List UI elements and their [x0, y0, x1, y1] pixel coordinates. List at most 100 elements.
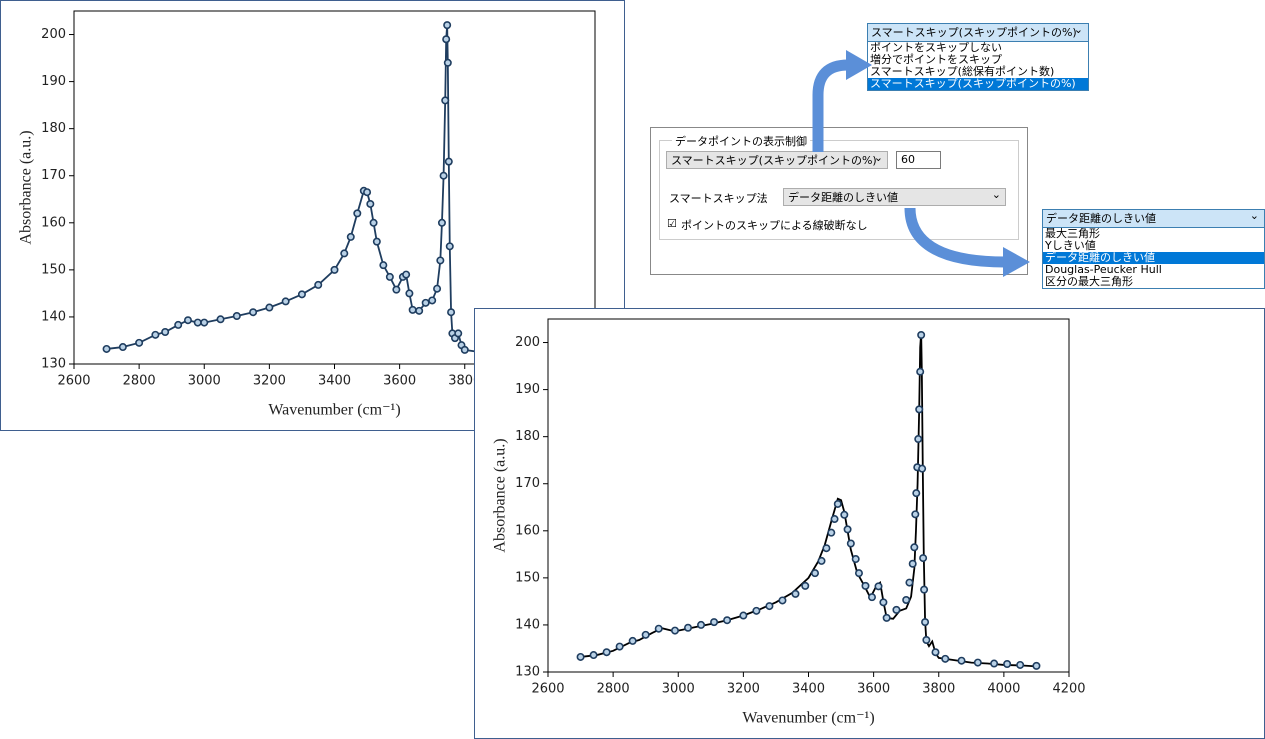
data-point	[1003, 659, 1012, 668]
data-point	[957, 656, 966, 665]
data-point	[854, 569, 863, 578]
data-point	[439, 171, 448, 180]
plot-frame	[547, 318, 1070, 673]
data-point	[973, 658, 982, 667]
data-point	[415, 306, 424, 315]
data-point	[840, 510, 849, 519]
data-point	[861, 581, 870, 590]
x-tick-label: 3600	[857, 682, 890, 697]
data-point	[765, 602, 774, 611]
data-point	[385, 272, 394, 281]
data-point	[454, 329, 463, 338]
data-point	[314, 280, 323, 289]
data-point	[830, 515, 839, 524]
dropdown-header[interactable]: データ距離のしきい値	[1042, 207, 1265, 228]
data-point	[628, 636, 637, 645]
data-point	[739, 611, 748, 620]
dialog: データポイントの表示制御 スマートスキップ(スキップポイントの%) 60 スマー…	[650, 127, 1028, 275]
y-tick-label: 160	[515, 523, 540, 538]
data-point	[874, 582, 883, 591]
data-point	[915, 405, 924, 414]
data-point	[710, 618, 719, 627]
y-tick-label: 160	[41, 215, 66, 230]
graph-window: 130 140 150 160 170 180 190 200 2600 2800 3000 3200…	[0, 0, 625, 431]
method-label: スマートスキップ法	[669, 192, 768, 205]
x-tick-label: 2600	[531, 682, 564, 697]
data-point	[867, 593, 876, 602]
x-tick-label: 3400	[318, 374, 351, 389]
data-point	[402, 270, 411, 279]
data-point	[443, 58, 452, 67]
dropdown-option[interactable]: スマートスキップ(総保有ポイント数)	[870, 65, 1055, 78]
dropdown-header[interactable]: スマートスキップ(スキップポイントの%)	[867, 21, 1089, 42]
data-point	[340, 249, 349, 258]
data-point	[931, 648, 940, 657]
data-point	[265, 303, 274, 312]
y-tick-label: 150	[515, 570, 540, 585]
data-point	[297, 290, 306, 299]
data-point	[697, 620, 706, 629]
data-point	[879, 598, 888, 607]
y-tick-label: 200	[515, 335, 540, 350]
data-point	[914, 435, 923, 444]
data-point	[882, 613, 891, 622]
data-point	[833, 499, 842, 508]
data-point	[941, 654, 950, 663]
data-point	[161, 327, 170, 336]
data-point	[801, 581, 810, 590]
checkbox[interactable]: ☑	[667, 217, 677, 230]
data-point	[372, 237, 381, 246]
method-dropdown: データ距離のしきい値 最大三角形Yしきい値データ距離のしきい値Douglas-P…	[1042, 207, 1265, 289]
dropdown-option[interactable]: データ距離のしきい値	[1043, 252, 1264, 264]
dropdown-option[interactable]: スマートスキップ(スキップポイントの%)	[868, 78, 1088, 90]
y-tick-label: 180	[41, 121, 66, 136]
data-point	[281, 297, 290, 306]
data-point	[369, 218, 378, 227]
data-point	[1032, 661, 1041, 670]
data-point	[615, 642, 624, 651]
x-tick-label: 2600	[57, 374, 90, 389]
data-point	[102, 344, 111, 353]
y-tick-label: 130	[515, 665, 540, 680]
data-point	[910, 543, 919, 552]
data-point	[921, 618, 930, 627]
data-point	[791, 589, 800, 598]
dropdown-option[interactable]: Yしきい値	[1045, 239, 1096, 252]
data-point	[405, 289, 414, 298]
data-point	[752, 606, 761, 615]
x-tick-label: 3200	[253, 374, 286, 389]
mode-select[interactable]: スマートスキップ(スキップポイントの%)	[666, 151, 888, 169]
data-point	[436, 256, 445, 265]
data-point	[576, 652, 585, 661]
data-point	[670, 626, 679, 635]
dropdown-option[interactable]: Douglas-Peucker Hull	[1045, 263, 1162, 276]
y-tick-label: 200	[41, 27, 66, 42]
data-point	[843, 525, 852, 534]
data-point	[778, 596, 787, 605]
dropdown-list: ポイントをスキップしない 増分でポイントをスキップ スマートスキップ(総保有ポイント…	[867, 42, 1089, 91]
data-point	[408, 305, 417, 314]
data-point	[330, 265, 339, 274]
data-point	[445, 242, 454, 251]
data-point	[822, 544, 831, 553]
data-point	[135, 338, 144, 347]
data-point	[827, 528, 836, 537]
dropdown-option[interactable]: ポイントをスキップしない	[870, 41, 1002, 54]
mode-value[interactable]: 60	[896, 151, 941, 169]
data-point	[346, 232, 355, 241]
data-point	[428, 296, 437, 305]
y-tick-label: 130	[41, 357, 66, 372]
dropdown-option[interactable]: 最大三角形	[1045, 227, 1100, 240]
data-point	[892, 605, 901, 614]
data-point	[990, 659, 999, 668]
data-point	[589, 651, 598, 660]
data-point	[200, 318, 209, 327]
data-point	[811, 569, 820, 578]
data-point	[912, 489, 921, 498]
dropdown-option[interactable]: 増分でポイントをスキップ	[870, 53, 1002, 66]
method-select[interactable]: データ距離のしきい値	[783, 188, 1006, 206]
dropdown-option[interactable]: 区分の最大三角形	[1045, 275, 1133, 288]
x-tick-label: 3000	[188, 374, 221, 389]
y-axis-title: Absorbance (a.u.)	[18, 130, 35, 244]
data-point	[366, 199, 375, 208]
